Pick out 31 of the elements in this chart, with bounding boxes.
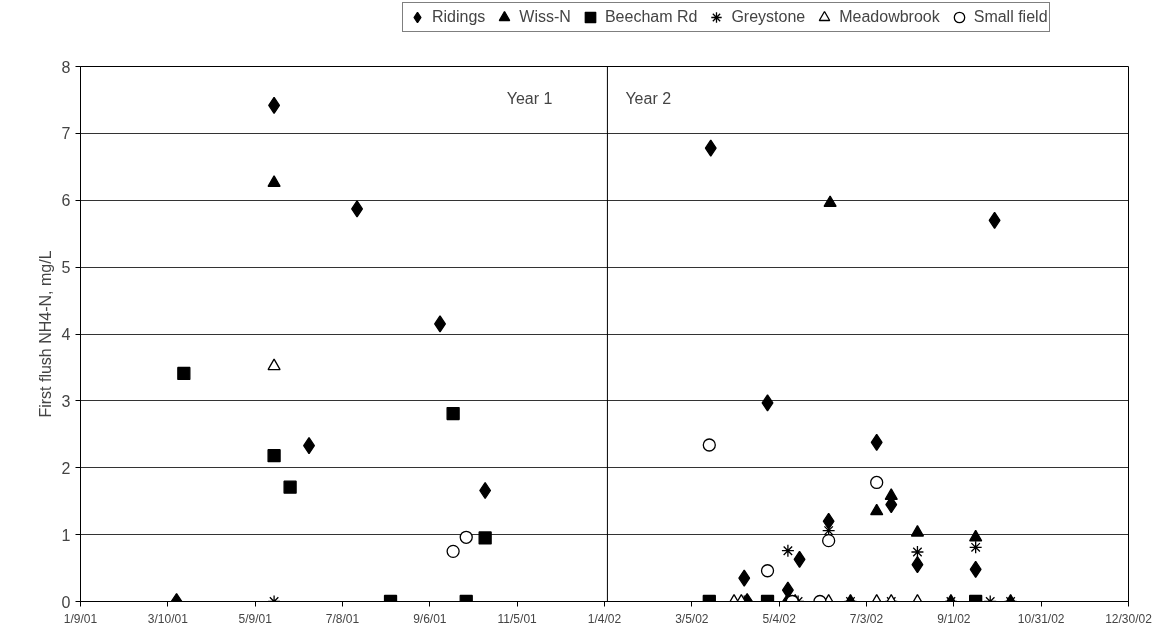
x-tick-label: 12/30/02	[1105, 611, 1153, 626]
x-tick-label: 3/10/01	[147, 611, 189, 626]
y-tick-label: 2	[61, 459, 71, 477]
y-axis-title: First flush NH4-N, mg/L	[36, 250, 54, 418]
y-tick-label: 1	[61, 526, 71, 544]
y-tick-label: 4	[61, 326, 71, 343]
x-tick-label: 1/4/02	[587, 611, 622, 626]
x-tick-label: 7/3/02	[849, 611, 884, 626]
annotation: Year 2	[625, 90, 672, 107]
y-tick-label: 5	[61, 259, 71, 277]
x-tick-label: 9/6/01	[413, 611, 447, 626]
x-tick-label: 10/31/02	[1017, 611, 1065, 626]
y-tick-label: 3	[61, 392, 71, 410]
legend-label: Meadowbrook	[839, 8, 940, 26]
legend-label: Ridings	[432, 8, 486, 26]
x-tick-label: 3/5/02	[675, 611, 709, 626]
y-tick-label: 7	[61, 125, 71, 143]
x-tick-label: 1/9/01	[63, 611, 98, 626]
annotation: Year 1	[506, 90, 553, 107]
x-tick-label: 5/4/02	[762, 611, 797, 626]
x-tick-label: 11/5/01	[497, 611, 538, 626]
legend-label: Wiss-N	[519, 8, 571, 26]
legend-label: Greystone	[731, 8, 806, 26]
y-tick-label: 6	[61, 192, 71, 210]
x-tick-label: 7/8/01	[325, 611, 360, 626]
y-tick-label: 8	[61, 58, 71, 76]
x-tick-label: 9/1/02	[937, 611, 971, 626]
x-tick-label: 5/9/01	[238, 611, 273, 626]
legend-label: Beecham Rd	[604, 8, 698, 26]
legend-label: Small field	[973, 8, 1048, 26]
y-tick-label: 0	[61, 593, 71, 611]
